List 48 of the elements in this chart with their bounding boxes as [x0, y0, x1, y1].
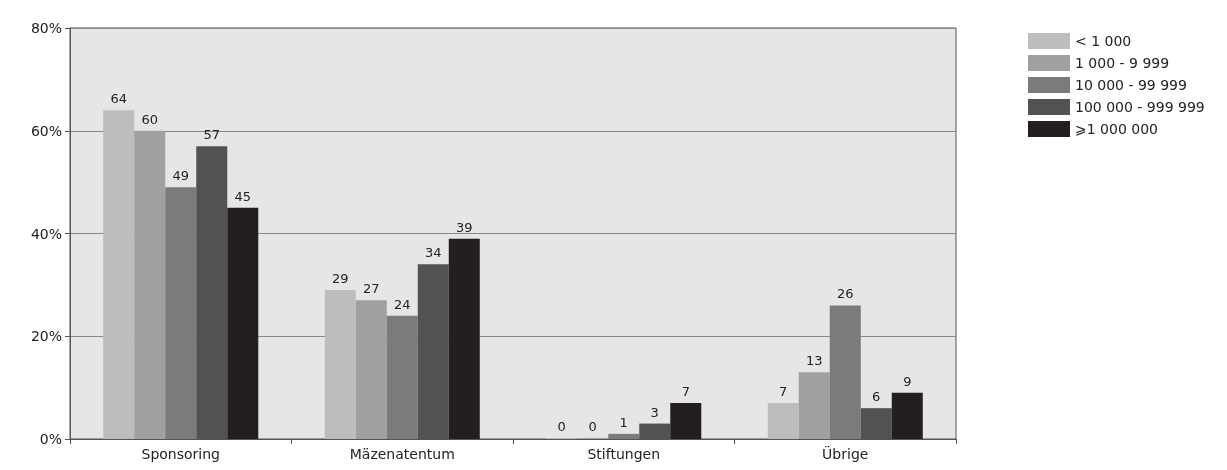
data-label: 45	[234, 188, 252, 204]
bar	[324, 290, 356, 439]
bar	[134, 130, 166, 439]
x-tick-label: Sponsoring	[141, 446, 220, 462]
y-tick-label: 20%	[30, 328, 62, 345]
bar	[608, 433, 640, 439]
bar	[670, 403, 702, 439]
data-label: 29	[331, 271, 349, 287]
data-label: 6	[872, 389, 881, 405]
data-label: 26	[836, 286, 854, 302]
legend-label: 10 000 - 99 999	[1075, 77, 1187, 93]
x-tick-label: Übrige	[822, 445, 869, 462]
data-label: 24	[393, 296, 411, 312]
legend-label: ⩾1 000 000	[1075, 121, 1158, 137]
legend-label: 1 000 - 9 999	[1075, 55, 1170, 71]
y-tick-label: 60%	[30, 122, 62, 139]
bar	[386, 315, 418, 439]
bar	[891, 392, 923, 439]
data-label: 0	[557, 419, 566, 434]
bar	[767, 403, 799, 439]
data-label: 49	[172, 168, 190, 184]
data-label: 7	[681, 384, 690, 400]
bar	[103, 110, 135, 439]
legend-label: 100 000 - 999 999	[1075, 99, 1205, 115]
data-label: 13	[805, 353, 823, 369]
x-tick-label: Mäzenatentum	[349, 446, 455, 462]
data-label: 57	[203, 127, 221, 143]
bar	[227, 207, 259, 439]
y-tick-label: 80%	[30, 20, 62, 36]
data-label: 7	[779, 384, 788, 400]
bar	[829, 305, 861, 439]
y-tick-label: 0%	[39, 431, 62, 447]
x-tick-label: Stiftungen	[587, 446, 661, 462]
y-tick-label: 40%	[30, 225, 62, 242]
bar	[165, 187, 197, 439]
bar	[448, 238, 480, 439]
bar	[355, 300, 387, 439]
data-label: 3	[650, 404, 659, 420]
data-label: 1	[619, 414, 628, 430]
data-label: 60	[141, 111, 159, 127]
data-label: 0	[588, 419, 597, 434]
data-label: 27	[362, 281, 380, 297]
data-label: 34	[424, 245, 442, 261]
data-label: 39	[456, 219, 473, 235]
bar	[798, 372, 830, 439]
legend-label: < 1 000	[1075, 33, 1132, 49]
data-label: 9	[903, 373, 912, 389]
data-label: 64	[110, 91, 127, 107]
